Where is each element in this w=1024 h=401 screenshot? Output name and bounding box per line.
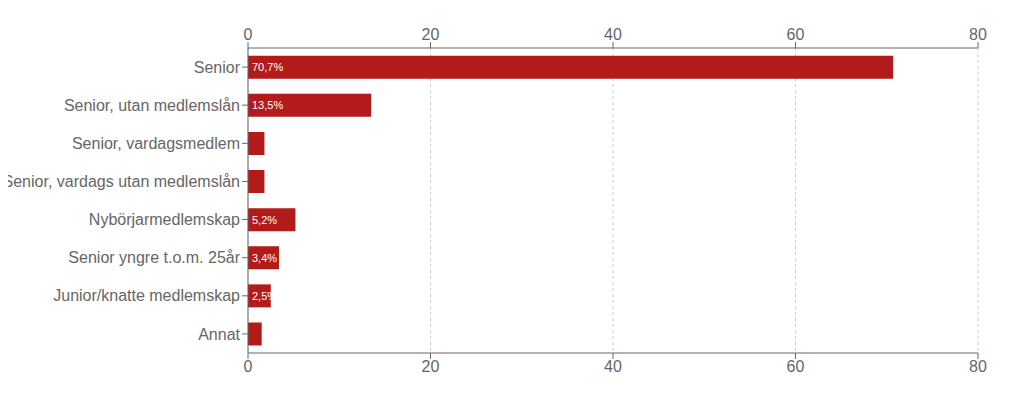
svg-text:0: 0 [244, 26, 253, 43]
svg-text:80: 80 [969, 358, 987, 375]
svg-text:0: 0 [244, 358, 253, 375]
svg-text:20: 20 [422, 358, 440, 375]
svg-text:Nybörjarmedlemskap: Nybörjarmedlemskap [89, 211, 240, 228]
svg-text:Senior yngre t.o.m. 25år: Senior yngre t.o.m. 25år [68, 249, 240, 266]
svg-text:13,5%: 13,5% [252, 99, 283, 111]
svg-text:Senior, vardags utan medlemslå: Senior, vardags utan medlemslån [8, 173, 240, 190]
svg-text:Senior: Senior [194, 59, 241, 76]
svg-text:40: 40 [604, 26, 622, 43]
svg-text:Senior, vardagsmedlem: Senior, vardagsmedlem [72, 135, 240, 152]
svg-text:Annat: Annat [198, 326, 240, 343]
svg-text:5,2%: 5,2% [252, 214, 277, 226]
svg-text:20: 20 [422, 26, 440, 43]
svg-text:40: 40 [604, 358, 622, 375]
svg-text:2,5%: 2,5% [252, 290, 277, 302]
svg-text:Senior, utan medlemslån: Senior, utan medlemslån [64, 97, 240, 114]
svg-text:60: 60 [787, 358, 805, 375]
svg-text:70,7%: 70,7% [252, 61, 283, 73]
svg-text:Junior/knatte medlemskap: Junior/knatte medlemskap [53, 287, 240, 304]
svg-text:3,4%: 3,4% [252, 252, 277, 264]
svg-text:80: 80 [969, 26, 987, 43]
svg-text:60: 60 [787, 26, 805, 43]
